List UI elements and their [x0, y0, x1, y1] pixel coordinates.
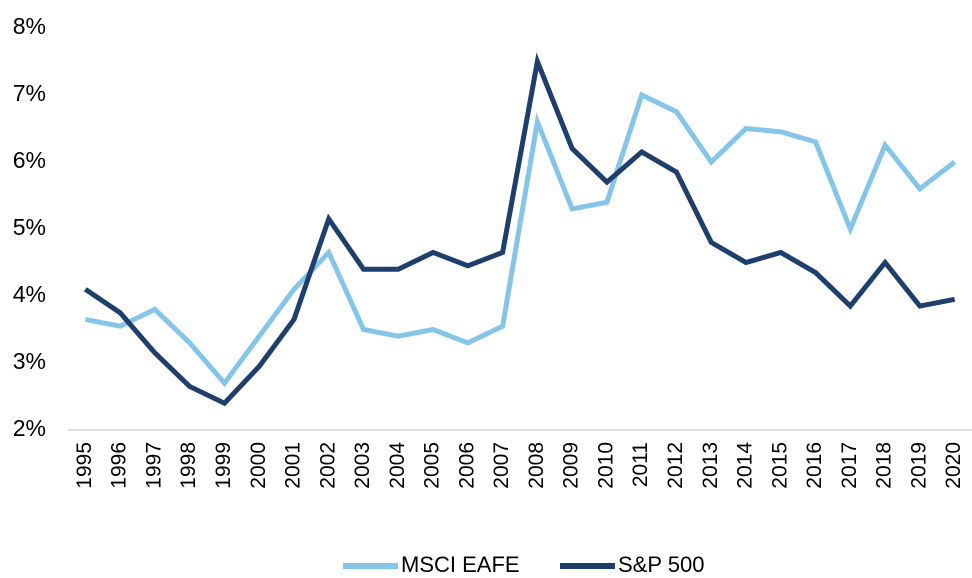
x-tick-label: 2000: [247, 442, 270, 489]
x-tick-label: 1997: [142, 442, 165, 489]
x-tick-label: 2020: [942, 442, 965, 489]
y-tick-label: 8%: [13, 13, 46, 39]
x-tick-label: 2005: [421, 442, 444, 489]
x-tick-label: 2010: [594, 442, 617, 489]
y-tick-label: 4%: [13, 281, 46, 307]
y-tick-label: 6%: [13, 147, 46, 173]
x-tick-label: 1996: [108, 442, 131, 489]
x-tick-label: 2014: [734, 442, 757, 489]
x-tick-label: 2002: [316, 442, 339, 489]
x-tick-label: 2015: [768, 442, 791, 489]
x-tick-label: 2009: [560, 442, 583, 489]
y-tick-label: 3%: [13, 348, 46, 374]
x-tick-label: 2017: [838, 442, 861, 489]
legend-label: MSCI EAFE: [401, 552, 520, 577]
x-tick-label: 2016: [803, 442, 826, 489]
y-tick-label: 5%: [13, 214, 46, 240]
x-tick-label: 1998: [177, 442, 200, 489]
line-series: [84, 91, 957, 388]
x-tick-label: 1995: [73, 442, 96, 489]
x-tick-label: 2011: [629, 442, 652, 487]
x-tick-label: 2003: [351, 442, 374, 489]
x-tick-label: 2018: [873, 442, 896, 489]
line-series: [83, 52, 956, 407]
x-tick-label: 2012: [664, 442, 687, 489]
x-tick-label: 2001: [282, 442, 305, 489]
x-tick-label: 2006: [455, 442, 478, 489]
x-tick-label: 1999: [212, 442, 235, 489]
x-tick-label: 2007: [490, 442, 513, 489]
x-tick-label: 2004: [386, 442, 409, 489]
y-tick-label: 2%: [13, 415, 46, 441]
x-tick-label: 2019: [907, 442, 930, 489]
x-tick-label: 2013: [699, 442, 722, 489]
y-tick-label: 7%: [13, 80, 46, 106]
legend-label: S&P 500: [618, 552, 704, 577]
x-tick-label: 2008: [525, 442, 548, 489]
